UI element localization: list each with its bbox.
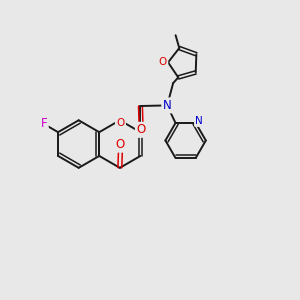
Text: N: N [163, 99, 172, 112]
Text: O: O [116, 138, 125, 151]
Text: O: O [159, 57, 167, 68]
Text: N: N [195, 116, 203, 126]
Text: O: O [116, 118, 124, 128]
Text: O: O [136, 123, 146, 136]
Text: F: F [40, 118, 47, 130]
